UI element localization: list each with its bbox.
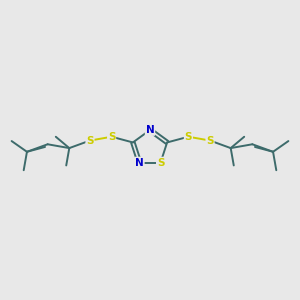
Text: N: N — [146, 125, 154, 135]
Text: N: N — [135, 158, 144, 168]
Text: S: S — [184, 132, 192, 142]
Text: S: S — [206, 136, 214, 146]
Text: S: S — [108, 132, 116, 142]
Text: S: S — [157, 158, 164, 168]
Text: S: S — [86, 136, 94, 146]
